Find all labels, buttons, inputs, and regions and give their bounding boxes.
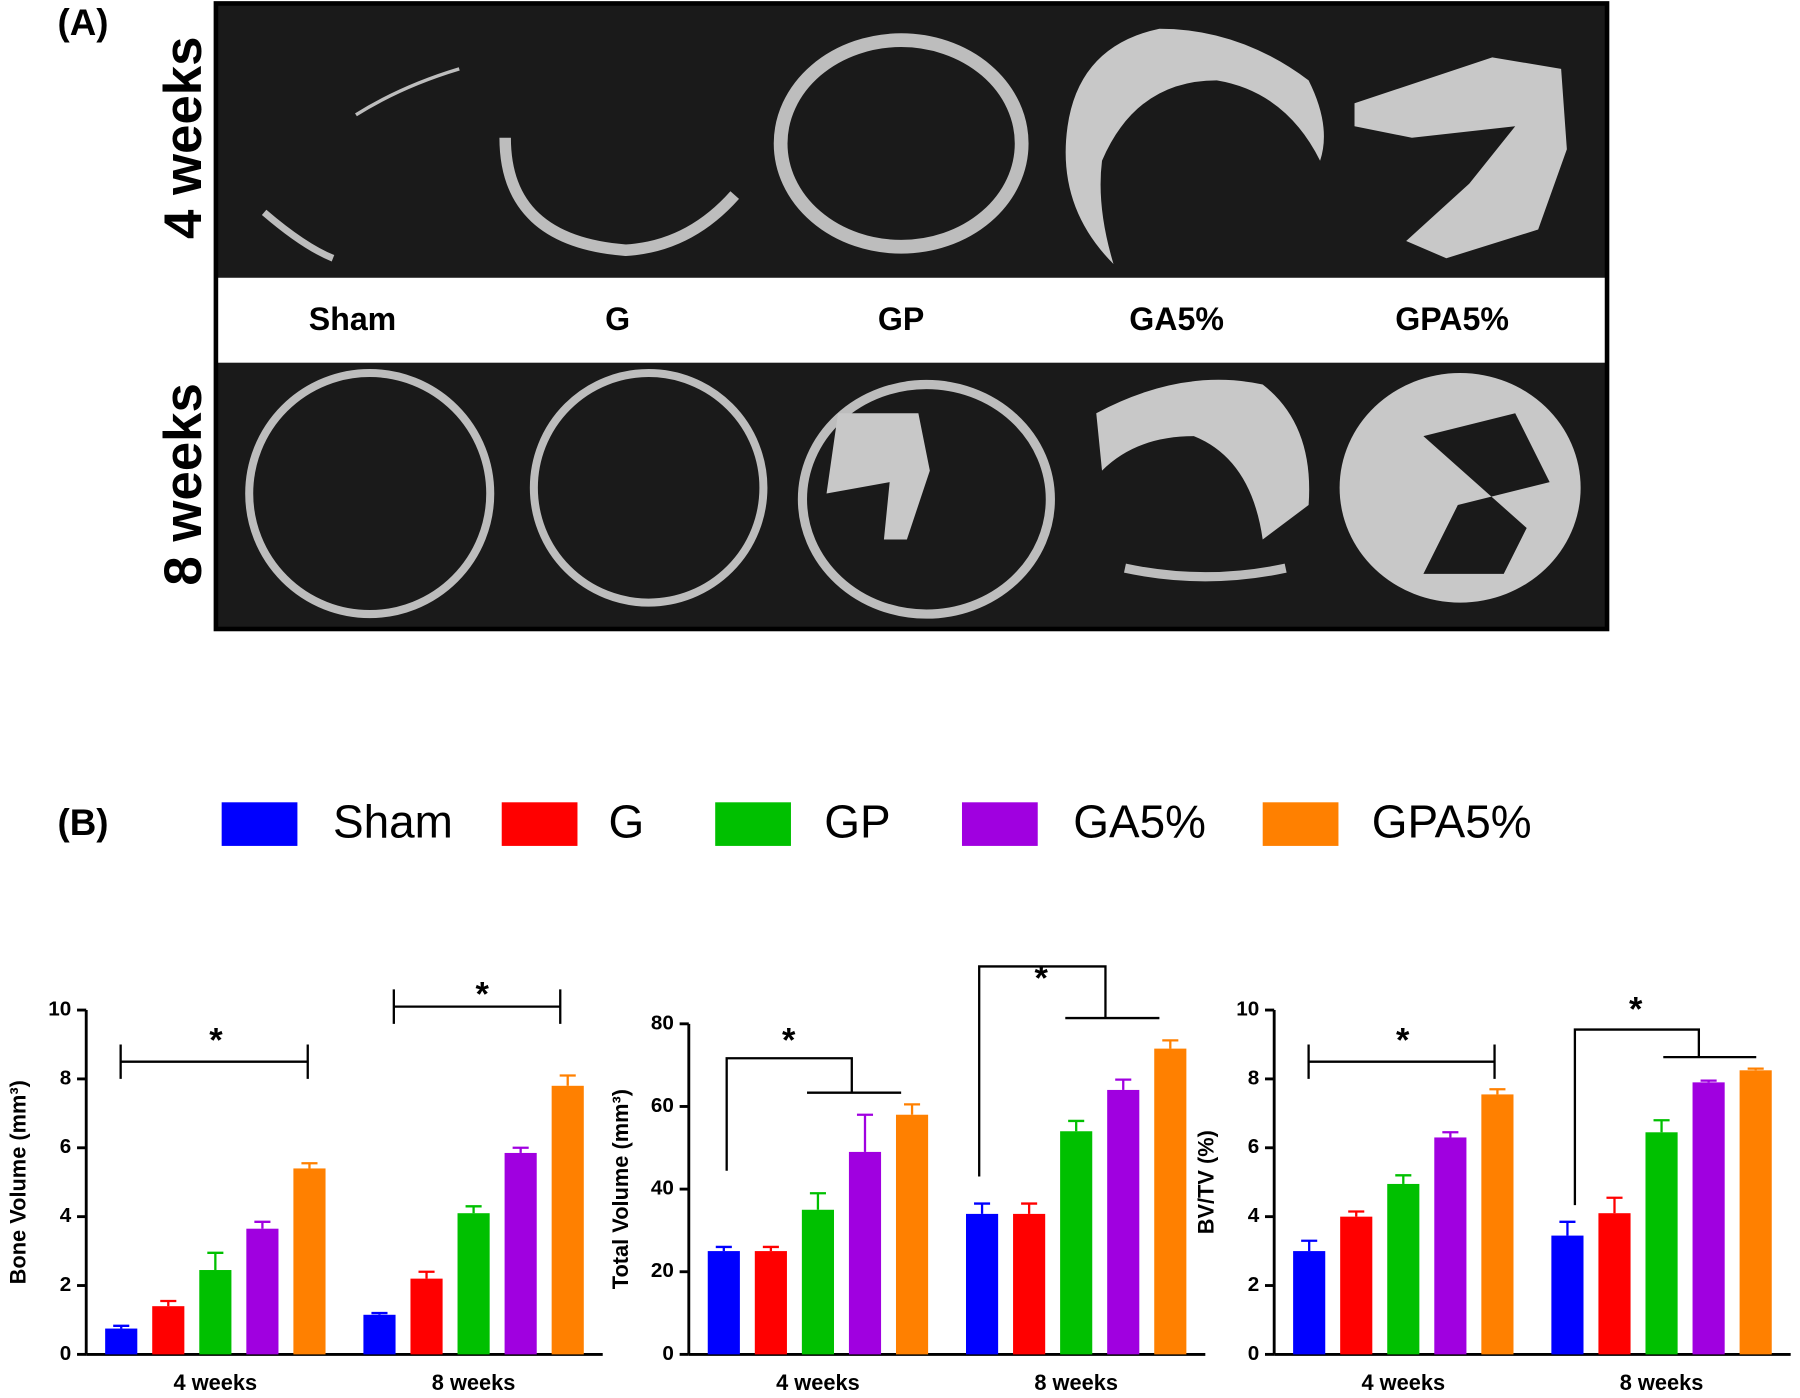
row-label: 8 weeks	[154, 383, 213, 585]
y-axis-title: Total Volume (mm³)	[608, 1089, 633, 1289]
bar	[801, 1209, 835, 1355]
bar	[1013, 1213, 1046, 1355]
legend-label: G	[608, 795, 644, 847]
significance-label: *	[1396, 1021, 1410, 1059]
significance-label: *	[782, 1021, 796, 1059]
bar	[1293, 1251, 1326, 1355]
significance-bracket	[119, 1044, 309, 1079]
significance-label: *	[476, 975, 490, 1013]
legend-label: GA5%	[1073, 795, 1206, 847]
scan-shape	[1065, 28, 1324, 264]
significance-label: *	[1629, 990, 1643, 1028]
bar	[152, 1306, 185, 1355]
y-tick-label: 4	[1248, 1204, 1260, 1227]
bar	[754, 1251, 787, 1355]
legend-label: GP	[824, 795, 890, 847]
x-tick-label: 8 weeks	[1620, 1370, 1704, 1395]
bar	[504, 1152, 537, 1355]
scan-shape	[1096, 379, 1310, 540]
panel-label: (B)	[58, 802, 109, 843]
y-tick-label: 2	[60, 1273, 72, 1296]
row-label: 4 weeks	[154, 36, 213, 239]
bar	[1739, 1070, 1772, 1355]
bar	[410, 1278, 443, 1355]
y-tick-label: 10	[48, 998, 71, 1021]
bar	[246, 1228, 279, 1355]
scan-hole	[1423, 413, 1550, 574]
y-tick-label: 0	[1248, 1342, 1259, 1365]
legend-swatch	[961, 802, 1038, 846]
y-tick-label: 8	[60, 1066, 72, 1089]
bar-chart: 0 2 4 6 8 10 Bone Volume (mm³) 4 weeks 8 weeks * *	[5, 975, 603, 1395]
bar	[1387, 1183, 1420, 1355]
scan-art	[245, 28, 1581, 619]
y-tick-label: 20	[651, 1259, 674, 1282]
significance-bracket	[725, 1057, 902, 1171]
y-tick-label: 8	[1248, 1066, 1259, 1089]
significance-bracket	[392, 989, 562, 1024]
bar	[105, 1328, 138, 1355]
y-axis-title: BV/TV (%)	[1193, 1130, 1218, 1234]
significance-bracket	[1307, 1044, 1496, 1079]
bar	[1692, 1082, 1725, 1355]
panel-a: (A) 4 weeks 8 weeks Sham G GP GA5% GPA5%	[58, 1, 1610, 632]
y-tick-label: 60	[651, 1094, 674, 1117]
bar	[551, 1085, 584, 1355]
bar	[1551, 1235, 1584, 1355]
bar	[363, 1314, 396, 1355]
column-label: GA5%	[1129, 301, 1224, 337]
y-tick-label: 6	[1248, 1135, 1259, 1158]
label-band	[218, 277, 1605, 363]
y-tick-label: 10	[1236, 998, 1259, 1021]
y-tick-label: 4	[60, 1204, 72, 1227]
legend-swatch	[1262, 802, 1339, 846]
bar	[848, 1151, 882, 1355]
legend-swatch	[221, 802, 298, 846]
scan-shape	[1354, 57, 1567, 259]
y-axis-title: Bone Volume (mm³)	[5, 1080, 30, 1284]
column-label: GP	[878, 301, 924, 337]
bar	[199, 1270, 232, 1355]
legend-label: GPA5%	[1372, 795, 1532, 847]
column-label: GPA5%	[1395, 301, 1509, 337]
bar-chart: 0 20 40 60 80 Total Volume (mm³) 4 weeks 8 week…	[608, 959, 1206, 1395]
bar	[1645, 1132, 1678, 1355]
bar	[965, 1213, 999, 1355]
panel-label: (A)	[58, 2, 109, 43]
y-tick-label: 0	[662, 1342, 674, 1365]
y-tick-label: 40	[651, 1177, 674, 1200]
significance-bracket	[1573, 1028, 1757, 1206]
significance-label: *	[209, 1021, 223, 1059]
column-label: G	[605, 301, 630, 337]
x-tick-label: 4 weeks	[174, 1370, 258, 1395]
column-label: Sham	[309, 301, 396, 337]
bar	[293, 1168, 326, 1355]
bar	[1434, 1137, 1467, 1355]
legend-label: Sham	[333, 795, 453, 847]
legend-swatch	[715, 802, 791, 846]
legend-swatch	[501, 802, 578, 846]
bar	[1060, 1131, 1093, 1355]
y-tick-label: 2	[1248, 1273, 1259, 1296]
bar	[1107, 1089, 1140, 1355]
scan-shape	[826, 413, 930, 540]
significance-label: *	[1034, 959, 1048, 997]
significance-bracket	[978, 965, 1160, 1177]
bar	[1481, 1094, 1514, 1355]
y-tick-label: 0	[60, 1342, 72, 1365]
bar	[457, 1213, 490, 1355]
x-tick-label: 8 weeks	[432, 1370, 516, 1395]
bar	[895, 1114, 929, 1355]
x-tick-label: 4 weeks	[1361, 1370, 1445, 1395]
bar	[1154, 1048, 1187, 1355]
y-tick-label: 6	[60, 1135, 72, 1158]
x-tick-label: 8 weeks	[1034, 1370, 1118, 1395]
bar-chart: 0 2 4 6 8 10 BV/TV (%) 4 weeks 8 weeks * *	[1193, 990, 1791, 1395]
bar	[1598, 1213, 1631, 1355]
bar	[707, 1251, 740, 1355]
x-tick-label: 4 weeks	[776, 1370, 860, 1395]
bar	[1340, 1216, 1373, 1355]
y-tick-label: 80	[651, 1011, 674, 1034]
